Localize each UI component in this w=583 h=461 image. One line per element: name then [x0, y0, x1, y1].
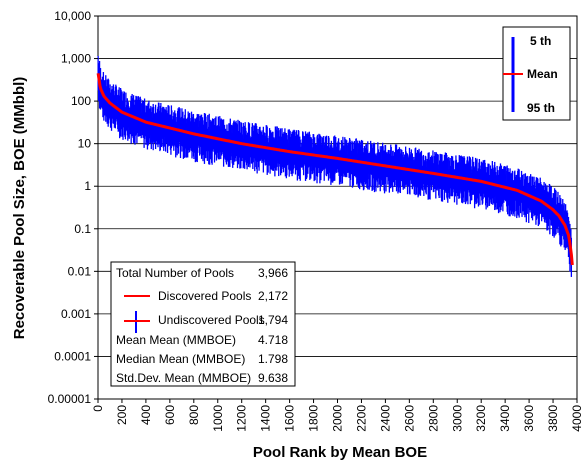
stats-table-box — [110, 261, 296, 387]
x-tick-label: 3000 — [450, 405, 464, 432]
stat-label-stddev-mean: Std.Dev. Mean (MMBOE) — [116, 371, 251, 385]
x-tick-label: 1200 — [235, 405, 249, 432]
y-axis-title: Recoverable Pool Size, BOE (MMbbl) — [11, 77, 28, 340]
x-tick-label: 2400 — [378, 405, 392, 432]
x-tick-labels: 0 200 400 600 800 1000 1200 1400 1600 1800 2000 220… — [91, 399, 583, 432]
stat-label-median-mean: Median Mean (MMBOE) — [116, 352, 245, 366]
x-tick-label: 1400 — [259, 405, 273, 432]
y-tick-label: 0.1 — [74, 222, 91, 236]
stats-table: Total Number of Pools 3,966 Discovered P… — [110, 261, 296, 387]
x-axis-title: Pool Rank by Mean BOE — [253, 444, 427, 461]
x-tick-label: 400 — [139, 405, 153, 425]
stat-value-mean-mean: 4.718 — [258, 333, 288, 347]
y-tick-label: 0.00001 — [48, 392, 92, 406]
stat-value-discovered-pools: 2,172 — [258, 289, 288, 303]
x-tick-label: 1600 — [283, 405, 297, 432]
y-tick-label: 0.0001 — [54, 349, 91, 363]
legend-label-p95: 95 th — [527, 101, 555, 115]
y-tick-labels: 10,000 1,000 100 10 1 0.1 0.01 0.001 0.0001 0.000… — [48, 9, 98, 406]
stat-value-undiscovered-pools: 1,794 — [258, 313, 288, 327]
x-tick-label: 3600 — [522, 405, 536, 432]
x-tick-label: 2600 — [402, 405, 416, 432]
y-tick-label: 10,000 — [54, 9, 91, 23]
x-tick-label: 4000 — [570, 405, 583, 432]
x-tick-label: 800 — [187, 405, 201, 425]
x-tick-label: 3200 — [474, 405, 488, 432]
mean-line — [96, 73, 574, 266]
stat-value-median-mean: 1.798 — [258, 352, 288, 366]
x-tick-label: 3400 — [498, 405, 512, 432]
y-tick-label: 10 — [78, 137, 92, 151]
x-tick-label: 1800 — [307, 405, 321, 432]
x-tick-label: 1000 — [211, 405, 225, 432]
y-tick-label: 0.001 — [61, 307, 91, 321]
x-tick-label: 3800 — [546, 405, 560, 432]
y-tick-label: 1,000 — [61, 52, 91, 66]
x-tick-label: 600 — [163, 405, 177, 425]
stat-value-stddev-mean: 9.638 — [258, 371, 288, 385]
stat-label-discovered-pools: Discovered Pools — [158, 289, 251, 303]
x-tick-label: 200 — [115, 405, 129, 425]
x-tick-label: 2000 — [331, 405, 345, 432]
legend-label-p5: 5 th — [530, 34, 551, 48]
x-tick-label: 0 — [91, 405, 105, 412]
stat-label-total-pools: Total Number of Pools — [116, 266, 234, 280]
y-tick-label: 1 — [84, 179, 91, 193]
x-tick-label: 2800 — [426, 405, 440, 432]
legend: 5 th Mean 95 th — [502, 26, 571, 121]
mean-series — [96, 73, 574, 266]
x-tick-label: 2200 — [354, 405, 368, 432]
y-tick-label: 100 — [71, 94, 91, 108]
stat-value-total-pools: 3,966 — [258, 266, 288, 280]
stat-label-mean-mean: Mean Mean (MMBOE) — [116, 333, 236, 347]
y-tick-label: 0.01 — [68, 264, 92, 278]
legend-label-mean: Mean — [527, 67, 558, 81]
stat-label-undiscovered-pools: Undiscovered Pools — [158, 313, 265, 327]
